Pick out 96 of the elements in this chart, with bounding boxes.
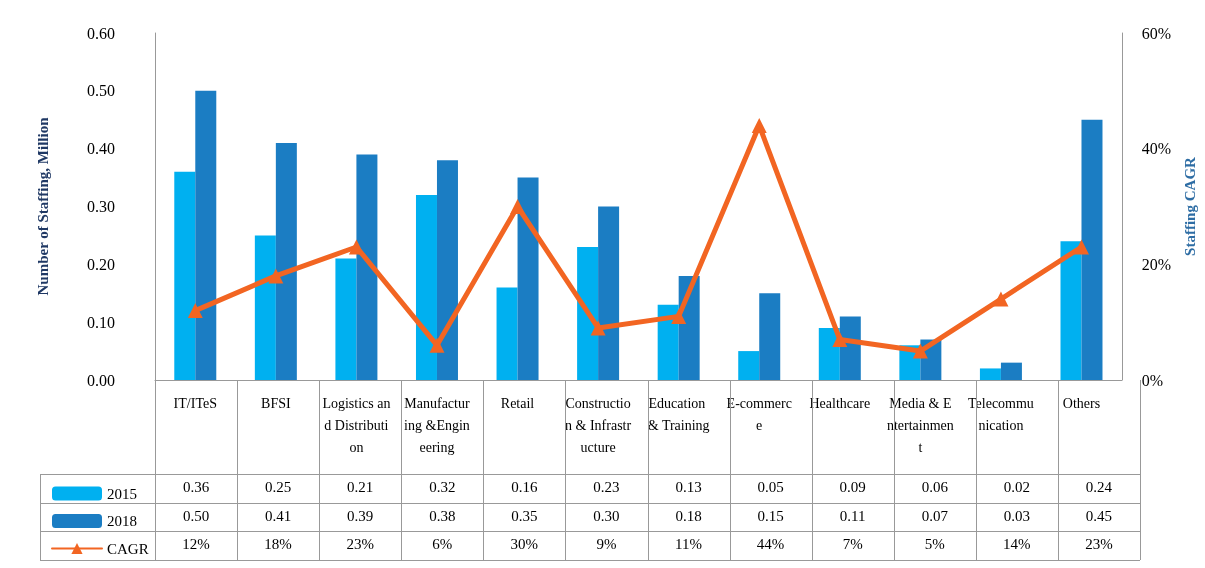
bar (839, 316, 861, 380)
data-label: 0.03 (1002, 507, 1031, 525)
point (912, 343, 928, 359)
x-tick-label: IT/ITeS (173, 395, 217, 411)
data-label: 0.32 (428, 479, 457, 496)
y-tick-label: 0.60 (87, 24, 115, 42)
data-label: 0.07 (920, 507, 949, 525)
data-label: 0.50 (181, 507, 211, 525)
point (268, 268, 284, 284)
point (1073, 239, 1089, 255)
y-tick-label: 0.00 (87, 371, 115, 389)
x-tick-label: Construction & Infrastructure (565, 395, 632, 455)
bar (1081, 119, 1103, 380)
legend-label: CAGR (107, 540, 149, 557)
data-label: 0.16 (510, 479, 539, 496)
bar (759, 293, 781, 380)
data-label: 12% (181, 536, 211, 553)
x-tick-label: Manufacturing &Engineering (404, 395, 470, 455)
bar (517, 177, 539, 380)
data-label: 5% (923, 536, 946, 553)
data-label: 0.13 (674, 479, 703, 496)
data-label: 0.21 (346, 479, 375, 496)
data-label: 23% (345, 536, 375, 553)
data-label: 0.18 (674, 507, 703, 525)
data-label: 0.02 (1002, 479, 1031, 496)
data-label: 18% (263, 536, 293, 553)
x-tick-label: Healthcare (809, 395, 871, 411)
x-tick-label: BFSI (261, 395, 291, 411)
bar (436, 160, 458, 380)
data-label: 6% (431, 536, 454, 553)
point (510, 199, 526, 214)
x-tick-label: Others (1062, 395, 1101, 411)
data-label: 0.23 (592, 479, 621, 496)
point (671, 308, 687, 324)
data-label: 0.39 (346, 507, 375, 525)
bar (818, 327, 840, 380)
point (993, 291, 1009, 307)
y-axis-title: Number of Staffing, Million (34, 116, 51, 296)
bar (738, 351, 760, 380)
y2-tick-label: 0% (1141, 371, 1164, 389)
data-label: 0.25 (264, 479, 293, 496)
data-label: 14% (1002, 536, 1032, 553)
y-tick-label: 0.30 (87, 198, 115, 215)
legend-label: 2015 (107, 485, 137, 502)
x-tick-label: Logistics and Distribution (322, 395, 391, 455)
y2-tick-label: 20% (1141, 255, 1172, 273)
bar (577, 246, 599, 380)
bar (598, 206, 620, 380)
data-label: 0.36 (181, 479, 211, 496)
data-label: 30% (509, 536, 540, 553)
point (187, 303, 203, 319)
bar (275, 142, 297, 380)
point (429, 337, 445, 353)
y-tick-label: 0.40 (87, 140, 115, 158)
x-tick-label: E-commerce (726, 395, 792, 433)
y2-axis-title: Staffing CAGR (1181, 156, 1198, 256)
data-label: 11% (674, 536, 703, 553)
bar (335, 258, 357, 380)
data-label: 7% (841, 536, 864, 553)
bar (254, 235, 276, 380)
data-label: 0.09 (838, 479, 867, 496)
data-label: 0.05 (756, 479, 785, 496)
bar (356, 154, 378, 380)
bar (195, 90, 217, 380)
data-label: 0.24 (1084, 479, 1114, 496)
y2-tick-label: 60% (1141, 24, 1172, 42)
data-label: 0.15 (756, 507, 785, 525)
bar (657, 304, 679, 380)
point (590, 320, 606, 336)
x-tick-label: Retail (500, 395, 535, 411)
data-label: 0.45 (1084, 507, 1114, 525)
data-label: 23% (1084, 536, 1114, 553)
data-label: 0.06 (920, 479, 949, 496)
point (751, 118, 767, 134)
data-label: 0.35 (510, 507, 539, 525)
x-tick-label: Telecommunication (967, 395, 1034, 433)
bar (1000, 362, 1022, 380)
legend-label: 2018 (107, 513, 137, 529)
y-tick-label: 0.50 (87, 82, 115, 100)
y-tick-label: 0.20 (87, 255, 115, 273)
point (348, 239, 364, 255)
bar (979, 368, 1001, 380)
data-label: 0.41 (264, 507, 293, 525)
point (832, 332, 848, 348)
bar (415, 194, 437, 380)
data-label: 44% (755, 536, 786, 553)
bar (1060, 241, 1082, 380)
x-tick-label: Media & Entertainment (886, 395, 954, 455)
data-label: 0.38 (428, 507, 457, 525)
y2-tick-label: 40% (1141, 140, 1172, 158)
data-label: 0.30 (592, 507, 621, 525)
y-tick-label: 0.10 (87, 313, 115, 331)
bar (174, 171, 196, 380)
bar (496, 287, 518, 380)
data-label: 9% (595, 536, 618, 553)
data-label: 0.11 (838, 507, 867, 525)
